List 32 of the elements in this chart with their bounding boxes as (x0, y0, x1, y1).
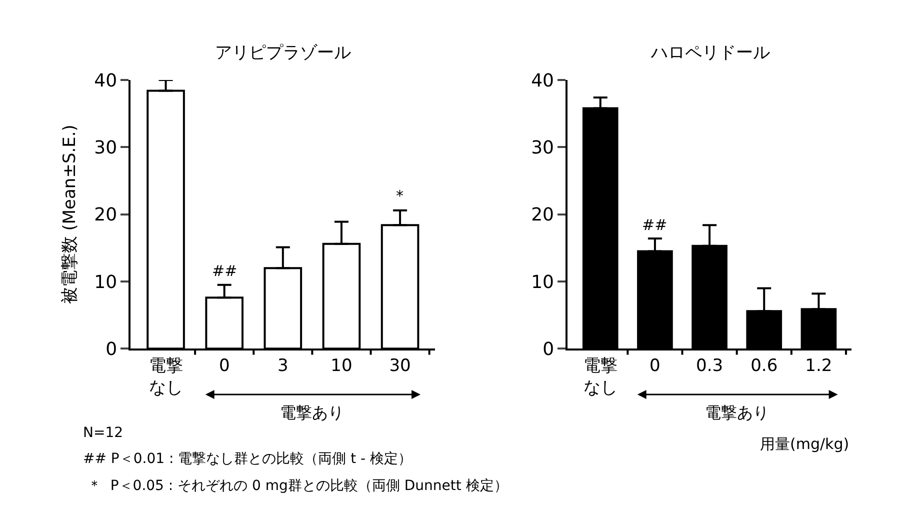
x-axis-title: 電撃あり (280, 403, 344, 422)
x-tick-label: 電撃なし (148, 356, 183, 398)
text: ## P＜0.01 : 電撃なし群との比較（両側 t - 検定） (83, 451, 412, 467)
x-tick-label: 0.6 (750, 356, 778, 376)
chart-title: ハロペリドール (650, 43, 770, 63)
y-tick-label: 30 (531, 138, 554, 159)
annotation: * (396, 187, 404, 205)
annotation: ## (642, 216, 668, 234)
x-tick-label: 10 (330, 356, 352, 376)
y-tick-label: 0 (106, 338, 118, 360)
x-axis-title: 電撃あり (705, 403, 769, 422)
x-tick-label: 3 (278, 356, 288, 376)
y-tick-label: 20 (94, 204, 118, 226)
x-tick-label: 0 (218, 356, 230, 376)
x-tick-label: 0 (650, 356, 660, 376)
x-tick-label: 0.3 (696, 356, 724, 376)
y-axis-title: 被電撃数 (Mean±S.E.) (60, 124, 80, 304)
y-tick-label: 10 (94, 272, 118, 293)
y-tick-label: 10 (531, 272, 554, 293)
text: 用量(mg/kg) (760, 435, 850, 453)
y-tick-label: 40 (94, 70, 118, 92)
chart-title: アリピプラゾール (215, 43, 351, 63)
annotation: ## (212, 262, 238, 280)
y-tick-label: 40 (531, 70, 554, 92)
text: ＊ P＜0.05 : それぞれの 0 mg群との比較（両側 Dunnett 検定） (83, 478, 508, 494)
y-tick-label: 0 (542, 338, 554, 360)
y-tick-label: 20 (531, 204, 554, 226)
y-tick-label: 30 (94, 138, 118, 159)
text: N=12 (83, 425, 124, 441)
x-tick-label: 1.2 (805, 356, 832, 376)
x-tick-label: 30 (389, 356, 411, 376)
x-tick-label: 電撃なし (583, 356, 618, 398)
